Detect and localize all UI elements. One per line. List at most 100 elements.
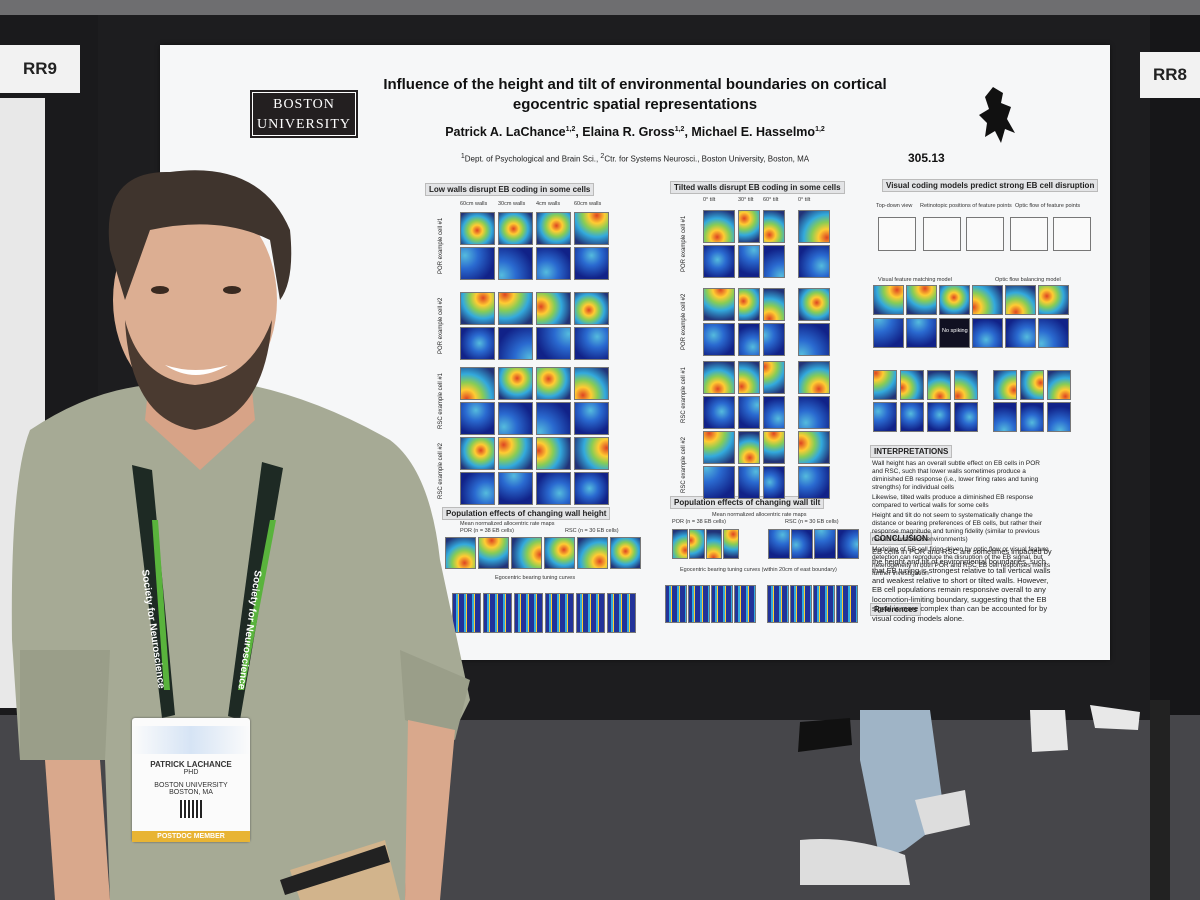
heatmap [813, 585, 835, 623]
lion-emblem [979, 87, 1015, 143]
column-label: 60cm walls [460, 201, 488, 207]
heatmap [703, 466, 735, 499]
heatmap [498, 402, 533, 435]
heatmap [703, 396, 735, 429]
heatmap [906, 318, 937, 348]
heatmap [498, 247, 533, 280]
heatmap [767, 585, 789, 623]
author-name: Michael E. Hasselmo [691, 125, 816, 139]
heatmap [873, 285, 904, 315]
heatmap [536, 327, 571, 360]
column-label: 60° tilt [763, 197, 779, 203]
author-sep: , [575, 125, 583, 139]
smile [165, 365, 228, 375]
right-board [1150, 15, 1200, 715]
column-label: 0° tilt [703, 197, 716, 203]
bullet: Likewise, tilted walls produce a diminis… [872, 494, 1034, 509]
heatmap [545, 593, 574, 633]
heatmap [763, 245, 785, 278]
author-affil: 1,2 [815, 125, 825, 133]
heatmap [906, 285, 937, 315]
author-affil: 1,2 [565, 125, 576, 133]
model-figure [878, 217, 916, 251]
heatmap [972, 285, 1003, 315]
model-label: Retinotopic positions of feature points [920, 203, 1012, 209]
model-label: Top-down view [876, 203, 913, 209]
section-heading: Tilted walls disrupt EB coding in some c… [670, 181, 845, 194]
heatmap [498, 327, 533, 360]
heatmap [873, 402, 897, 432]
heatmap [798, 245, 830, 278]
heatmap [763, 210, 785, 243]
eye [223, 286, 241, 294]
heatmap [576, 593, 605, 633]
heatmap [460, 247, 495, 280]
heatmap [498, 472, 533, 505]
heatmap [900, 370, 924, 400]
heatmap [498, 292, 533, 325]
heatmap [1005, 318, 1036, 348]
title-line: egocentric spatial representations [512, 96, 758, 113]
affil-text: Ctr. for Systems Neurosci., Boston Unive… [604, 154, 810, 164]
heatmap [703, 431, 735, 464]
heatmap [577, 537, 608, 569]
heatmap [688, 585, 710, 623]
heatmap [939, 285, 970, 315]
heatmap [498, 367, 533, 400]
heatmap [1047, 370, 1071, 400]
authors: Patrick A. LaChance1,2, Elaina R. Gross1… [160, 125, 1110, 139]
heatmap [873, 370, 897, 400]
heatmap [460, 212, 495, 245]
badge-degree: PHD [183, 769, 199, 776]
interpretations: Wall height has an overall subtle effect… [872, 460, 1052, 580]
section-heading: References [870, 603, 922, 616]
heatmap [798, 288, 830, 321]
heatmap [665, 585, 687, 623]
section-heading: CONCLUSION [870, 532, 932, 545]
logo-line: BOSTON [273, 97, 335, 112]
heatmap [993, 402, 1017, 432]
badge-member: POSTDOC MEMBER [132, 831, 250, 842]
heatmap [1020, 370, 1044, 400]
heatmap [738, 210, 760, 243]
heatmap [511, 537, 542, 569]
heatmap [536, 367, 571, 400]
heatmap [814, 529, 836, 559]
face [113, 195, 277, 405]
badge-org: BOSTON UNIVERSITY [154, 782, 228, 789]
heatmap [763, 361, 785, 394]
heatmap [873, 318, 904, 348]
subheading: Mean normalized allocentric rate maps [712, 512, 807, 518]
heatmap [790, 585, 812, 623]
model-label: Optic flow of feature points [1015, 203, 1081, 209]
heatmap [689, 529, 705, 559]
heatmap [763, 396, 785, 429]
heatmap [954, 402, 978, 432]
heatmap [445, 537, 476, 569]
heatmap [574, 437, 609, 470]
heatmap [763, 431, 785, 464]
heatmap [927, 370, 951, 400]
heatmap [574, 402, 609, 435]
section-heading: Population effects of changing wall heig… [442, 507, 611, 520]
heatmap [798, 323, 830, 356]
heatmap [452, 593, 481, 633]
heatmap [544, 537, 575, 569]
lanyard-stripe [238, 520, 276, 690]
column-label: 30° tilt [738, 197, 754, 203]
beard [125, 320, 272, 430]
heatmap [574, 367, 609, 400]
heatmap [837, 529, 859, 559]
heatmap [763, 288, 785, 321]
heatmap [711, 585, 733, 623]
heatmap [536, 472, 571, 505]
badge-logo [132, 726, 250, 754]
heatmap [460, 292, 495, 325]
poster-title: Influence of the height and tilt of envi… [160, 75, 1110, 115]
heatmap [574, 472, 609, 505]
hair [108, 170, 292, 300]
heatmap [738, 323, 760, 356]
heatmap [536, 212, 571, 245]
heatmap [763, 466, 785, 499]
model-label: Visual feature matching model [878, 277, 952, 283]
